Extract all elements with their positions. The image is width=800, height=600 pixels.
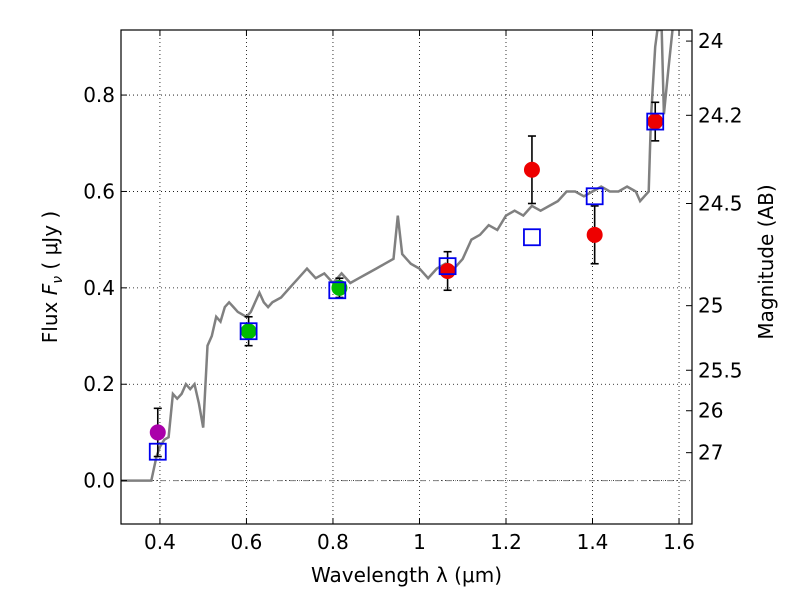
x-tick-label: 1.6 <box>663 530 695 554</box>
y-axis-label-subscript: ν <box>50 276 66 284</box>
model-sed-layer <box>121 30 674 482</box>
model-photometry-square <box>328 281 347 300</box>
x-axis-label: Wavelength λ (μm) <box>311 563 502 587</box>
observed-point <box>240 323 257 340</box>
observed-point <box>523 161 540 178</box>
model-photometry-square <box>523 228 541 247</box>
y-axis-label: Flux Fν ( μJy ) <box>38 211 66 343</box>
y2-tick-label: 26 <box>698 399 723 423</box>
y-tick-label: 0.0 <box>83 469 115 493</box>
axis-ticks: 0.4 0.6 0.8 1 1.2 1.4 1.6 0.0 0.2 0.4 0.6 0.8 24 24.2… <box>83 29 742 554</box>
model-photometry-square <box>646 112 665 131</box>
y2-tick-label: 24.5 <box>698 192 743 216</box>
y-tick-label: 0.2 <box>83 372 115 396</box>
x-tick-label: 0.4 <box>144 530 176 554</box>
plot-frame <box>120 29 693 525</box>
y2-tick-label: 24 <box>698 29 723 53</box>
y2-tick-label: 27 <box>698 441 723 465</box>
x-tick-label: 1.2 <box>490 530 522 554</box>
grid <box>121 30 692 524</box>
y-tick-label: 0.6 <box>83 179 115 203</box>
model-photometry-square <box>438 257 457 276</box>
model-sed-line <box>121 30 674 482</box>
y-axis-label-suffix: ( μJy ) <box>38 211 62 276</box>
y2-axis-label: Magnitude (AB) <box>754 184 778 339</box>
y-axis-label-symbol: F <box>38 283 62 295</box>
y2-tick-label: 24.2 <box>698 103 743 127</box>
y-tick-label: 0.8 <box>83 83 115 107</box>
observed-point <box>439 262 456 279</box>
error-bars <box>153 101 660 458</box>
x-tick-label: 1.4 <box>577 530 609 554</box>
observed-point <box>647 113 664 130</box>
model-photometry-square <box>148 442 167 461</box>
x-tick-label: 0.6 <box>231 530 263 554</box>
y-axis-label-prefix: Flux <box>38 295 62 343</box>
observed-point <box>331 279 348 296</box>
x-tick-label: 0.8 <box>317 530 349 554</box>
observed-point <box>586 226 603 243</box>
x-tick-label: 1 <box>413 530 426 554</box>
y2-tick-label: 25 <box>698 294 723 318</box>
y-tick-label: 0.4 <box>83 276 115 300</box>
model-photometry-points <box>148 112 665 461</box>
model-photometry-square <box>239 322 258 341</box>
model-photometry-square <box>585 187 604 206</box>
y2-tick-label: 25.5 <box>698 358 743 382</box>
observed-point <box>149 424 166 441</box>
observed-points <box>149 113 664 441</box>
